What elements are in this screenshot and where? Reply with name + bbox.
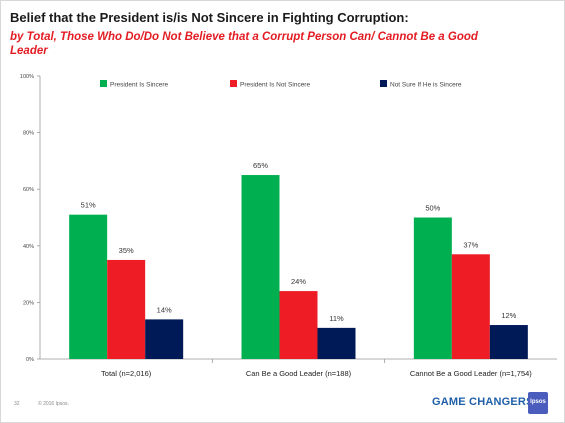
bar <box>413 217 452 359</box>
y-tick-label: 80% <box>23 131 34 137</box>
category-label: Can Be a Good Leader (n=188) <box>246 369 352 378</box>
chart-subtitle: by Total, Those Who Do/Do Not Believe th… <box>10 31 478 57</box>
logo-text: Ipsos <box>530 399 546 405</box>
chart-title: Belief that the President is/is Not Sinc… <box>10 10 409 25</box>
category-label: Total (n=2,016) <box>101 369 152 378</box>
bar <box>241 175 280 359</box>
data-label: 51% <box>81 201 96 210</box>
bar <box>489 325 528 359</box>
page-number: 32 <box>14 401 20 407</box>
y-tick-label: 60% <box>23 187 34 193</box>
bar <box>451 254 490 359</box>
data-label: 35% <box>119 246 134 255</box>
legend-swatch <box>100 80 107 87</box>
legend-swatch <box>230 80 237 87</box>
y-tick-label: 20% <box>23 300 34 306</box>
legend-label: Not Sure If He is Sincere <box>390 82 462 89</box>
data-label: 24% <box>291 277 306 286</box>
y-tick-label: 100% <box>20 74 34 80</box>
legend-label: President Is Not Sincere <box>240 82 310 89</box>
bar <box>317 327 356 359</box>
legend-swatch <box>380 80 387 87</box>
data-label: 50% <box>425 204 440 213</box>
bar <box>145 319 184 359</box>
data-label: 14% <box>157 305 172 314</box>
y-tick-label: 40% <box>23 244 34 250</box>
data-label: 65% <box>253 161 268 170</box>
bar <box>107 259 146 359</box>
bar <box>279 291 318 359</box>
brand-tagline: GAME CHANGERS <box>432 396 534 408</box>
data-label: 37% <box>463 240 478 249</box>
category-label: Cannot Be a Good Leader (n=1,754) <box>410 369 532 378</box>
data-label: 11% <box>329 314 344 323</box>
data-label: 12% <box>501 311 516 320</box>
legend-label: President Is Sincere <box>110 82 169 89</box>
bar <box>69 214 108 359</box>
copyright-text: © 2016 Ipsos. <box>38 401 69 407</box>
y-tick-label: 0% <box>26 357 34 363</box>
ipsos-logo: Ipsos <box>528 392 548 414</box>
